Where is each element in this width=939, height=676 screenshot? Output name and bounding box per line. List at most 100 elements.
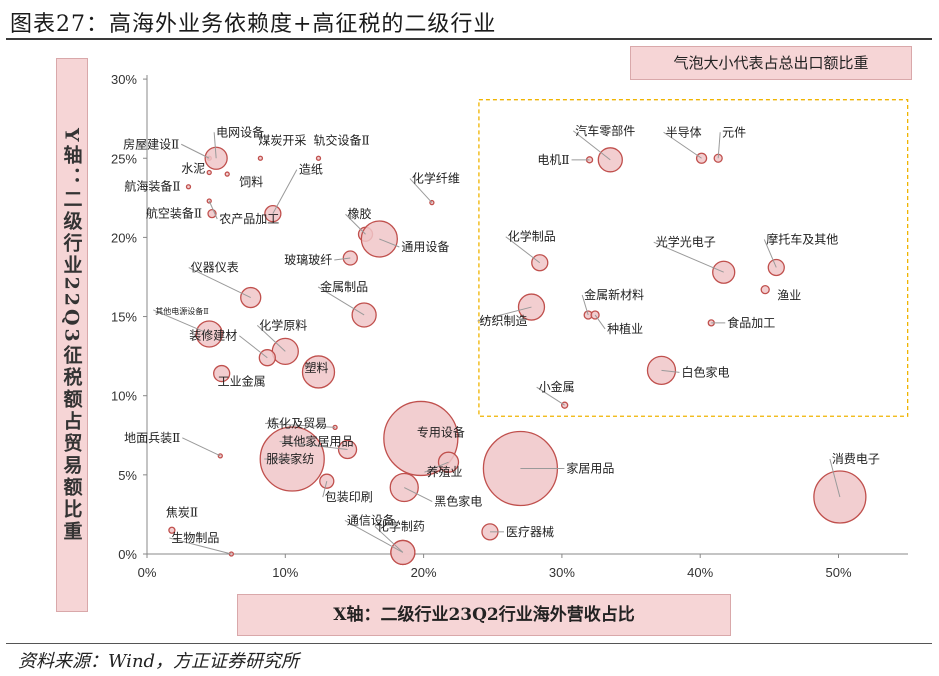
bubble-3 (257, 155, 264, 161)
leader-line-19 (239, 335, 268, 359)
point-label-3: 煤炭开采 (258, 133, 306, 147)
point-label-45: 消费电子 (832, 452, 880, 466)
point-label-33: 食品加工 (727, 315, 775, 330)
x-tick-label: 30% (549, 565, 575, 580)
leader-line-10 (208, 200, 218, 220)
point-label-47: 化学制药 (377, 518, 425, 533)
y-axis-label: Y轴：二级行业22Q3征税额占贸易额比重 (60, 127, 83, 543)
point-label-22: 汽车零部件 (575, 123, 635, 138)
leader-lines (153, 130, 841, 555)
y-tick-label: 10% (111, 389, 137, 404)
point-label-31: 纺织制造 (479, 314, 527, 328)
point-label-23: 电机Ⅱ (537, 153, 569, 167)
point-label-41: 服装家纺 (266, 451, 314, 466)
point-label-17: 其他电源设备Ⅱ (155, 306, 208, 316)
x-tick-label: 20% (411, 565, 437, 580)
y-tick-label: 5% (118, 468, 137, 483)
point-label-38: 专用设备 (417, 424, 465, 439)
bubble-49 (168, 526, 176, 534)
point-label-30: 金属新材料 (584, 287, 644, 302)
bubble-size-note: 气泡大小代表占总出口额比重 (630, 46, 912, 80)
point-label-28: 摩托车及其他 (766, 231, 838, 246)
point-label-16: 金属制品 (320, 279, 368, 294)
leader-line-40 (182, 437, 221, 457)
bubble-7 (185, 184, 192, 190)
leader-line-2 (213, 132, 217, 159)
leader-line-1 (181, 143, 210, 159)
x-tick-label: 50% (825, 565, 851, 580)
title-divider (6, 38, 932, 40)
leader-line-16 (317, 286, 365, 316)
leader-line-11 (409, 178, 433, 203)
point-label-19: 装修建材 (189, 328, 237, 343)
bubble-29 (760, 284, 770, 295)
leader-line-44 (322, 481, 328, 498)
leader-line-28 (763, 239, 777, 268)
point-label-18: 化学原料 (259, 317, 307, 332)
point-label-46: 通信设备 (347, 513, 395, 527)
point-label-44: 包装印刷 (325, 490, 373, 504)
point-label-12: 橡胶 (348, 206, 372, 221)
point-label-36: 炼化及贸易 (267, 415, 327, 430)
bubble-6 (224, 171, 230, 177)
point-label-42: 家居用品 (566, 461, 614, 476)
highlight-box (478, 99, 909, 417)
point-label-29: 渔业 (777, 289, 801, 303)
point-label-49: 焦炭Ⅱ (166, 505, 198, 519)
leader-line-17 (153, 309, 210, 335)
leader-line-24 (663, 131, 702, 159)
point-label-26: 化学制品 (508, 229, 556, 244)
leader-line-36 (265, 422, 336, 428)
y-tick-label: 0% (118, 547, 137, 562)
point-label-35: 小金属 (539, 379, 575, 394)
point-label-37: 其他家居用品 (282, 434, 354, 449)
point-label-27: 光学光电子 (656, 234, 716, 249)
leader-line-35 (536, 386, 565, 406)
point-label-6: 饲料 (239, 175, 263, 189)
leader-line-26 (505, 236, 541, 264)
bubble-4 (315, 155, 322, 161)
x-tick-label: 0% (138, 565, 157, 580)
point-label-43: 黑色家电 (434, 494, 482, 509)
point-label-8: 航空装备Ⅱ (146, 206, 202, 221)
y-tick-label: 25% (111, 151, 137, 166)
point-label-34: 白色家电 (681, 364, 729, 379)
bubble-20 (213, 364, 231, 383)
point-label-10: 农产品加工 (219, 212, 279, 226)
leader-line-37 (279, 441, 348, 451)
leader-line-46 (344, 519, 404, 553)
point-label-4: 轨交设备Ⅱ (313, 132, 369, 147)
leader-line-43 (404, 487, 433, 502)
y-axis-label-box: Y轴：二级行业22Q3征税额占贸易额比重 (56, 58, 88, 612)
point-label-2: 电网设备 (216, 125, 264, 139)
leader-line-50 (169, 537, 232, 555)
bubbles (168, 146, 867, 566)
x-tick-label: 40% (687, 565, 713, 580)
y-tick-label: 30% (111, 72, 137, 87)
chart-title: 图表27：高海外业务依赖度+高征税的二级行业 (10, 12, 497, 37)
leader-line-14 (334, 257, 351, 261)
leader-line-15 (188, 267, 251, 299)
y-tick-label: 20% (111, 230, 137, 245)
x-tick-label: 10% (272, 565, 298, 580)
leader-line-25 (717, 132, 721, 159)
source-divider (6, 643, 932, 644)
point-label-9: 造纸 (299, 163, 323, 177)
y-tick-label: 15% (111, 310, 137, 325)
leader-line-22 (572, 130, 611, 161)
point-label-40: 地面兵装Ⅱ (124, 431, 180, 445)
highlight-region (478, 99, 909, 417)
leader-line-31 (477, 306, 532, 322)
point-label-24: 半导体 (666, 125, 702, 139)
leader-line-39 (424, 461, 449, 473)
leader-line-32 (594, 314, 606, 330)
point-label-13: 通用设备 (401, 240, 449, 254)
leader-line-18 (256, 325, 286, 352)
leader-line-34 (661, 369, 680, 373)
point-label-20: 工业金属 (218, 374, 266, 389)
leader-line-9 (272, 169, 298, 214)
point-label-11: 化学纤维 (412, 171, 460, 186)
source-text: 资料来源：Wind，方正证券研究所 (18, 651, 300, 672)
